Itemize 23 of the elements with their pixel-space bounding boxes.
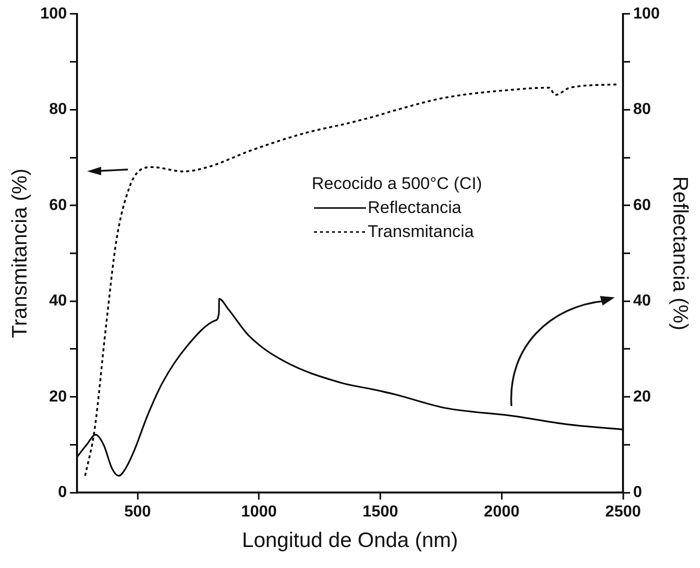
y-tick-label: 0	[58, 484, 67, 502]
x-tick-label: 500	[124, 504, 152, 521]
x-tick-label: 1000	[241, 504, 277, 521]
y2-tick-label: 60	[633, 196, 652, 214]
y-tick-label: 60	[49, 196, 67, 214]
y2-tick-label: 40	[633, 292, 652, 310]
y-tick-label: 20	[49, 388, 67, 406]
legend-title: Recocido a 500°C (CI)	[312, 172, 482, 195]
x-tick-label: 2500	[605, 504, 642, 521]
x-axis-title: Longitud de Onda (nm)	[242, 529, 458, 552]
x-tick-label: 2000	[484, 504, 520, 521]
y2-tick-label: 20	[633, 388, 652, 406]
x-tick-label: 1500	[362, 504, 398, 521]
y-tick-label: 40	[49, 292, 67, 310]
y2-tick-label: 100	[633, 5, 660, 22]
legend-label: Reflectancia	[368, 196, 462, 219]
legend-label: Transmitancia	[368, 220, 474, 243]
y-axis-title: Transmitancia (%)	[8, 168, 32, 338]
y-tick-label: 100	[40, 5, 67, 22]
y-tick-label: 80	[49, 101, 67, 118]
y2-tick-label: 80	[633, 101, 652, 118]
y2-axis-title: Reflectancia (%)	[668, 176, 692, 330]
y2-tick-label: 0	[633, 484, 642, 502]
